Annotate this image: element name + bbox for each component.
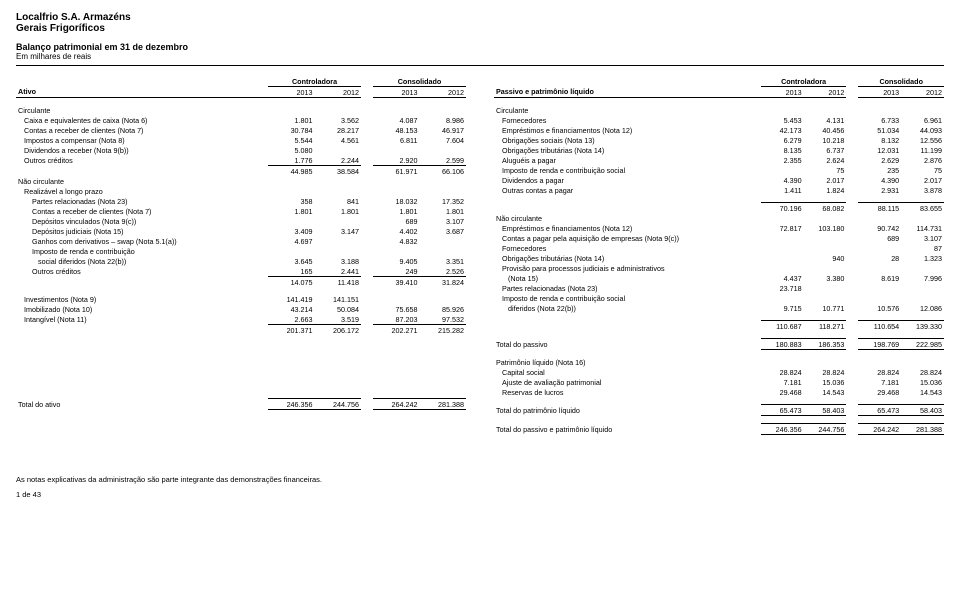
- table-row: Capital social28.82428.82428.82428.824: [494, 367, 944, 377]
- ativo-column: Controladora Consolidado Ativo 2013 2012…: [16, 76, 466, 435]
- ativo-heading: Ativo: [16, 87, 268, 98]
- year-2012-s: 2012: [419, 87, 466, 98]
- nao-circulante-label: Não circulante: [16, 176, 268, 186]
- subtotal-row: 110.687118.271110.654139.330: [494, 321, 944, 332]
- circulante-label-p: Circulante: [494, 105, 761, 115]
- table-row: Depósitos vinculados (Nota 9(c))6893.107: [16, 216, 466, 226]
- balance-title: Balanço patrimonial em 31 de dezembro: [16, 42, 944, 52]
- table-row: (Nota 15)4.4373.3808.6197.996: [494, 273, 944, 283]
- table-row: Partes relacionadas (Nota 23)23.718: [494, 283, 944, 293]
- unit-note: Em milhares de reais: [16, 52, 944, 61]
- subtotal-row: 14.07511.41839.41031.824: [16, 277, 466, 288]
- table-row: Contas a pagar pela aquisição de empresa…: [494, 233, 944, 243]
- table-row: Dividendos a pagar4.3902.0174.3902.017: [494, 175, 944, 185]
- passivo-table: Controladora Consolidado Passivo e patri…: [494, 76, 944, 435]
- company-line1: Localfrio S.A. Armazéns: [16, 12, 944, 23]
- table-row: Depósitos judiciais (Nota 15)3.4093.1474…: [16, 226, 466, 236]
- table-row: Dividendos a receber (Nota 9(b))5.080: [16, 145, 466, 155]
- imposto-two-line: Imposto de renda e contribuição: [16, 246, 268, 256]
- table-row: Imposto de renda e contribuição social75…: [494, 165, 944, 175]
- page-number: 1 de 43: [16, 490, 944, 499]
- total-passivo-pl-row: Total do passivo e patrimônio líquido246…: [494, 424, 944, 435]
- document-header: Localfrio S.A. Armazéns Gerais Frigorífi…: [16, 12, 944, 66]
- year-2012: 2012: [315, 87, 361, 98]
- table-row: Empréstimos e financiamentos (Nota 12)42…: [494, 125, 944, 135]
- table-row: Outros créditos1652.4412492.526: [16, 266, 466, 277]
- company-line2: Gerais Frigoríficos: [16, 23, 944, 34]
- patrimonio-label: Patrimônio líquido (Nota 16): [494, 357, 761, 367]
- table-row: Reservas de lucros29.46814.54329.46814.5…: [494, 387, 944, 397]
- table-row: Aluguéis a pagar2.3552.6242.6292.876: [494, 155, 944, 165]
- footnote: As notas explicativas da administração s…: [16, 475, 944, 484]
- table-row: Imobilizado (Nota 10)43.21450.08475.6588…: [16, 304, 466, 314]
- subtotal-row: 44.98538.58461.97166.106: [16, 166, 466, 177]
- controladora-head: Controladora: [268, 76, 361, 87]
- passivo-heading: Passivo e patrimônio líquido: [494, 87, 761, 98]
- table-row: Intangível (Nota 11)2.6633.51987.20397.5…: [16, 314, 466, 325]
- table-row: Obrigações tributárias (Nota 14)8.1356.7…: [494, 145, 944, 155]
- table-row: Contas a receber de clientes (Nota 7)30.…: [16, 125, 466, 135]
- header-divider: [16, 65, 944, 66]
- ativo-table: Controladora Consolidado Ativo 2013 2012…: [16, 76, 466, 410]
- consolidado-head: Consolidado: [373, 76, 466, 87]
- circulante-label: Circulante: [16, 105, 268, 115]
- subtotal-row: 70.19668.08288.11583.655: [494, 203, 944, 214]
- table-row: diferidos (Nota 22(b))9.71510.77110.5761…: [494, 303, 944, 313]
- balance-columns: Controladora Consolidado Ativo 2013 2012…: [16, 76, 944, 435]
- subtotal-row: 201.371206.172202.271215.282: [16, 325, 466, 336]
- realizavel-label: Realizável a longo prazo: [16, 186, 268, 196]
- year-2013: 2013: [268, 87, 314, 98]
- table-row: Fornecedores5.4534.1316.7336.961: [494, 115, 944, 125]
- table-row: Obrigações tributárias (Nota 14)940281.3…: [494, 253, 944, 263]
- consolidado-head-r: Consolidado: [858, 76, 944, 87]
- table-row: Caixa e equivalentes de caixa (Nota 6)1.…: [16, 115, 466, 125]
- table-row: Investimentos (Nota 9)141.419141.151: [16, 294, 466, 304]
- table-row: Ajuste de avaliação patrimonial7.18115.0…: [494, 377, 944, 387]
- table-row: social diferidos (Nota 22(b))3.6453.1889…: [16, 256, 466, 266]
- table-row: Contas a receber de clientes (Nota 7)1.8…: [16, 206, 466, 216]
- table-row: Outros créditos1.7762.2442.9202.599: [16, 155, 466, 166]
- table-row: Ganhos com derivativos – swap (Nota 5.1(…: [16, 236, 466, 246]
- passivo-column: Controladora Consolidado Passivo e patri…: [494, 76, 944, 435]
- total-passivo-row: Total do passivo180.883186.353198.769222…: [494, 339, 944, 350]
- table-row: Obrigações sociais (Nota 13)6.27910.2188…: [494, 135, 944, 145]
- table-row: Impostos a compensar (Nota 8)5.5444.5616…: [16, 135, 466, 145]
- controladora-head-r: Controladora: [761, 76, 847, 87]
- total-ativo-row: Total do ativo246.356244.756264.242281.3…: [16, 399, 466, 410]
- table-row: Empréstimos e financiamentos (Nota 12)72…: [494, 223, 944, 233]
- table-row: Outras contas a pagar1.4111.8242.9313.87…: [494, 185, 944, 195]
- nao-circulante-label-p: Não circulante: [494, 213, 761, 223]
- year-2013-s: 2013: [373, 87, 419, 98]
- table-row: Partes relacionadas (Nota 23)35884118.03…: [16, 196, 466, 206]
- table-row: Fornecedores87: [494, 243, 944, 253]
- total-pl-row: Total do patrimônio líquido65.47358.4036…: [494, 405, 944, 416]
